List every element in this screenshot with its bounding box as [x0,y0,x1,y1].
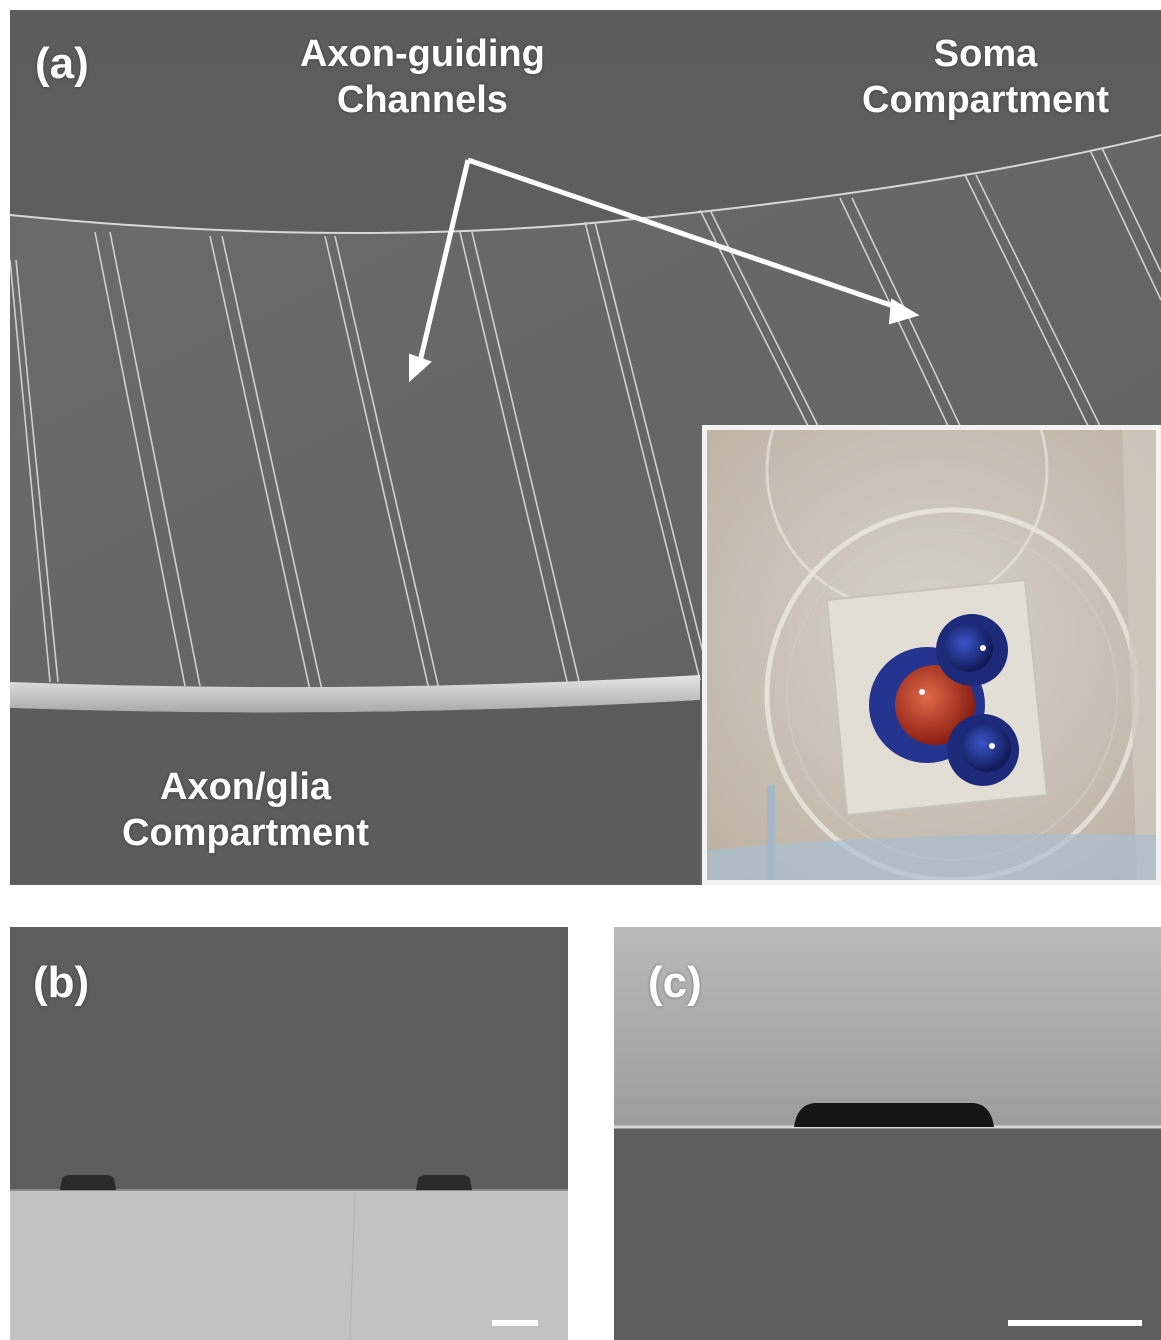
panel-b: (b) [10,927,568,1340]
panel-b-sem-image [10,927,568,1340]
panel-c-sem-image [614,927,1161,1340]
arrow-group [409,157,920,383]
axon-glia-label-line2: Compartment [122,811,370,854]
axon-glia-label: Axon/glia Compartment [122,765,369,856]
panel-a-label: (a) [35,39,89,88]
soma-label-line1: Soma [933,33,1038,75]
scale-bar [1008,1320,1142,1326]
channels-label-line1: Axon-guiding [300,33,545,75]
panel-c: (c) [614,927,1161,1340]
device-photo-inset [702,425,1161,885]
scale-bar [492,1320,538,1326]
channel-lines [10,147,1161,695]
panel-b-label: (b) [33,958,90,1007]
device-photo-image [707,430,1156,880]
panel-c-label: (c) [648,958,702,1007]
soma-label-line2: Compartment [862,78,1110,121]
channels-label: Axon-guiding Channels [300,32,545,123]
soma-label: Soma Compartment [862,32,1109,123]
axon-glia-label-line1: Axon/glia [160,766,332,808]
channels-label-line2: Channels [336,78,508,121]
